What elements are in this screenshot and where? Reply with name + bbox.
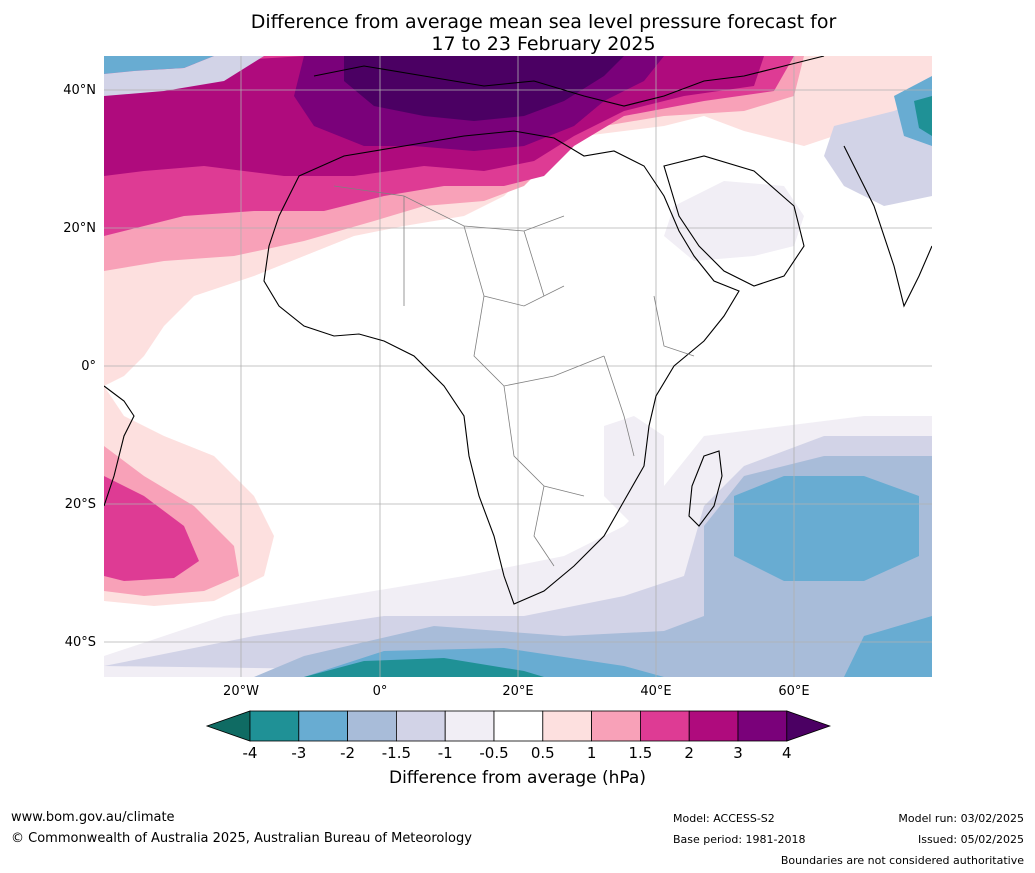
colorbar-tick-label: -0.5: [479, 744, 509, 762]
lat-label-40n: 40°N: [63, 83, 96, 98]
arabia-coastline: [663, 155, 805, 287]
country-boundaries: [333, 185, 695, 567]
contour-neg-south-teal: [304, 658, 544, 677]
africa-coastline: [263, 130, 740, 605]
lon-label-0: 0°: [372, 684, 388, 699]
footer-boundaries-note: Boundaries are not considered authoritat…: [780, 854, 1024, 867]
europe-coastline: [313, 56, 825, 107]
colorbar-arrow-high: [786, 710, 832, 742]
lon-label-20w: 20°W: [223, 684, 259, 699]
pressure-anomaly-map: [104, 56, 932, 677]
colorbar-tick-label: -1.5: [381, 744, 412, 762]
contour-neg-southeast: [844, 616, 932, 677]
colorbar-tick-label: -4: [242, 744, 258, 762]
colorbar-arrow-low: [205, 710, 251, 742]
colorbar-tick-label: 3: [733, 744, 743, 762]
madagascar-coastline: [688, 450, 723, 527]
map-svg: [104, 56, 932, 677]
colorbar-cell: [395, 710, 446, 742]
colorbar-cell: [493, 710, 544, 742]
lat-label-0: 0°: [81, 359, 96, 374]
colorbar-cell: [298, 710, 348, 742]
india-coastline: [843, 145, 932, 308]
colorbar-tick-label: 1: [586, 744, 597, 762]
contour-1-5-southwest: [104, 476, 199, 581]
south-america-coastline: [104, 385, 135, 507]
anomaly-contours: [104, 56, 932, 677]
map-title-line2: 17 to 23 February 2025: [431, 33, 656, 55]
lat-label-20n: 20°N: [63, 221, 96, 236]
colorbar-tick-label: -1: [437, 744, 453, 762]
colorbar-cell: [591, 710, 641, 742]
map-title-line1: Difference from average mean sea level p…: [250, 11, 837, 33]
colorbar-tick-label: -2: [340, 744, 356, 762]
lat-label-40s: 40°S: [64, 635, 96, 650]
contour-neg-madagascar-east: [734, 476, 919, 581]
colorbar-cell: [640, 710, 690, 742]
colorbar-tick-label: 0.5: [530, 744, 555, 762]
graticule: [104, 56, 932, 677]
contour-4-north: [344, 56, 624, 121]
footer-issued: Issued: 05/02/2025: [917, 833, 1024, 846]
colorbar-cell: [688, 710, 739, 742]
footer-copyright: © Commonwealth of Australia 2025, Austra…: [11, 831, 472, 846]
colorbar-cell: [737, 710, 788, 742]
colorbar-cell: [347, 710, 397, 742]
colorbar-cell: [444, 710, 495, 742]
colorbar: [205, 710, 832, 742]
lon-label-60e: 60°E: [778, 684, 810, 699]
lat-label-20s: 20°S: [64, 497, 96, 512]
colorbar-label: Difference from average (hPa): [389, 768, 646, 788]
contour-neg-northwest: [104, 56, 214, 74]
colorbar-tick-label: 2: [684, 744, 694, 762]
contour-neg-northwest-light: [104, 56, 264, 96]
footer-website: www.bom.gov.au/climate: [11, 810, 175, 825]
colorbar-cell: [542, 710, 592, 742]
colorbar-cells: [205, 710, 832, 742]
footer-model-run: Model run: 03/02/2025: [898, 812, 1024, 825]
colorbar-tick-label: -3: [291, 744, 307, 762]
lon-label-40e: 40°E: [640, 684, 672, 699]
contour-neg-arabia: [664, 181, 804, 261]
colorbar-cell: [249, 710, 300, 742]
colorbar-tick-label: 1.5: [628, 744, 653, 762]
lon-label-20e: 20°E: [502, 684, 534, 699]
coastlines: [104, 56, 932, 605]
footer-base-period: Base period: 1981-2018: [673, 833, 806, 846]
contour-neg-india-teal: [914, 96, 932, 136]
footer-model: Model: ACCESS-S2: [673, 812, 775, 825]
colorbar-tick-label: 4: [782, 744, 792, 762]
contour-neg-mozambique: [604, 416, 664, 526]
